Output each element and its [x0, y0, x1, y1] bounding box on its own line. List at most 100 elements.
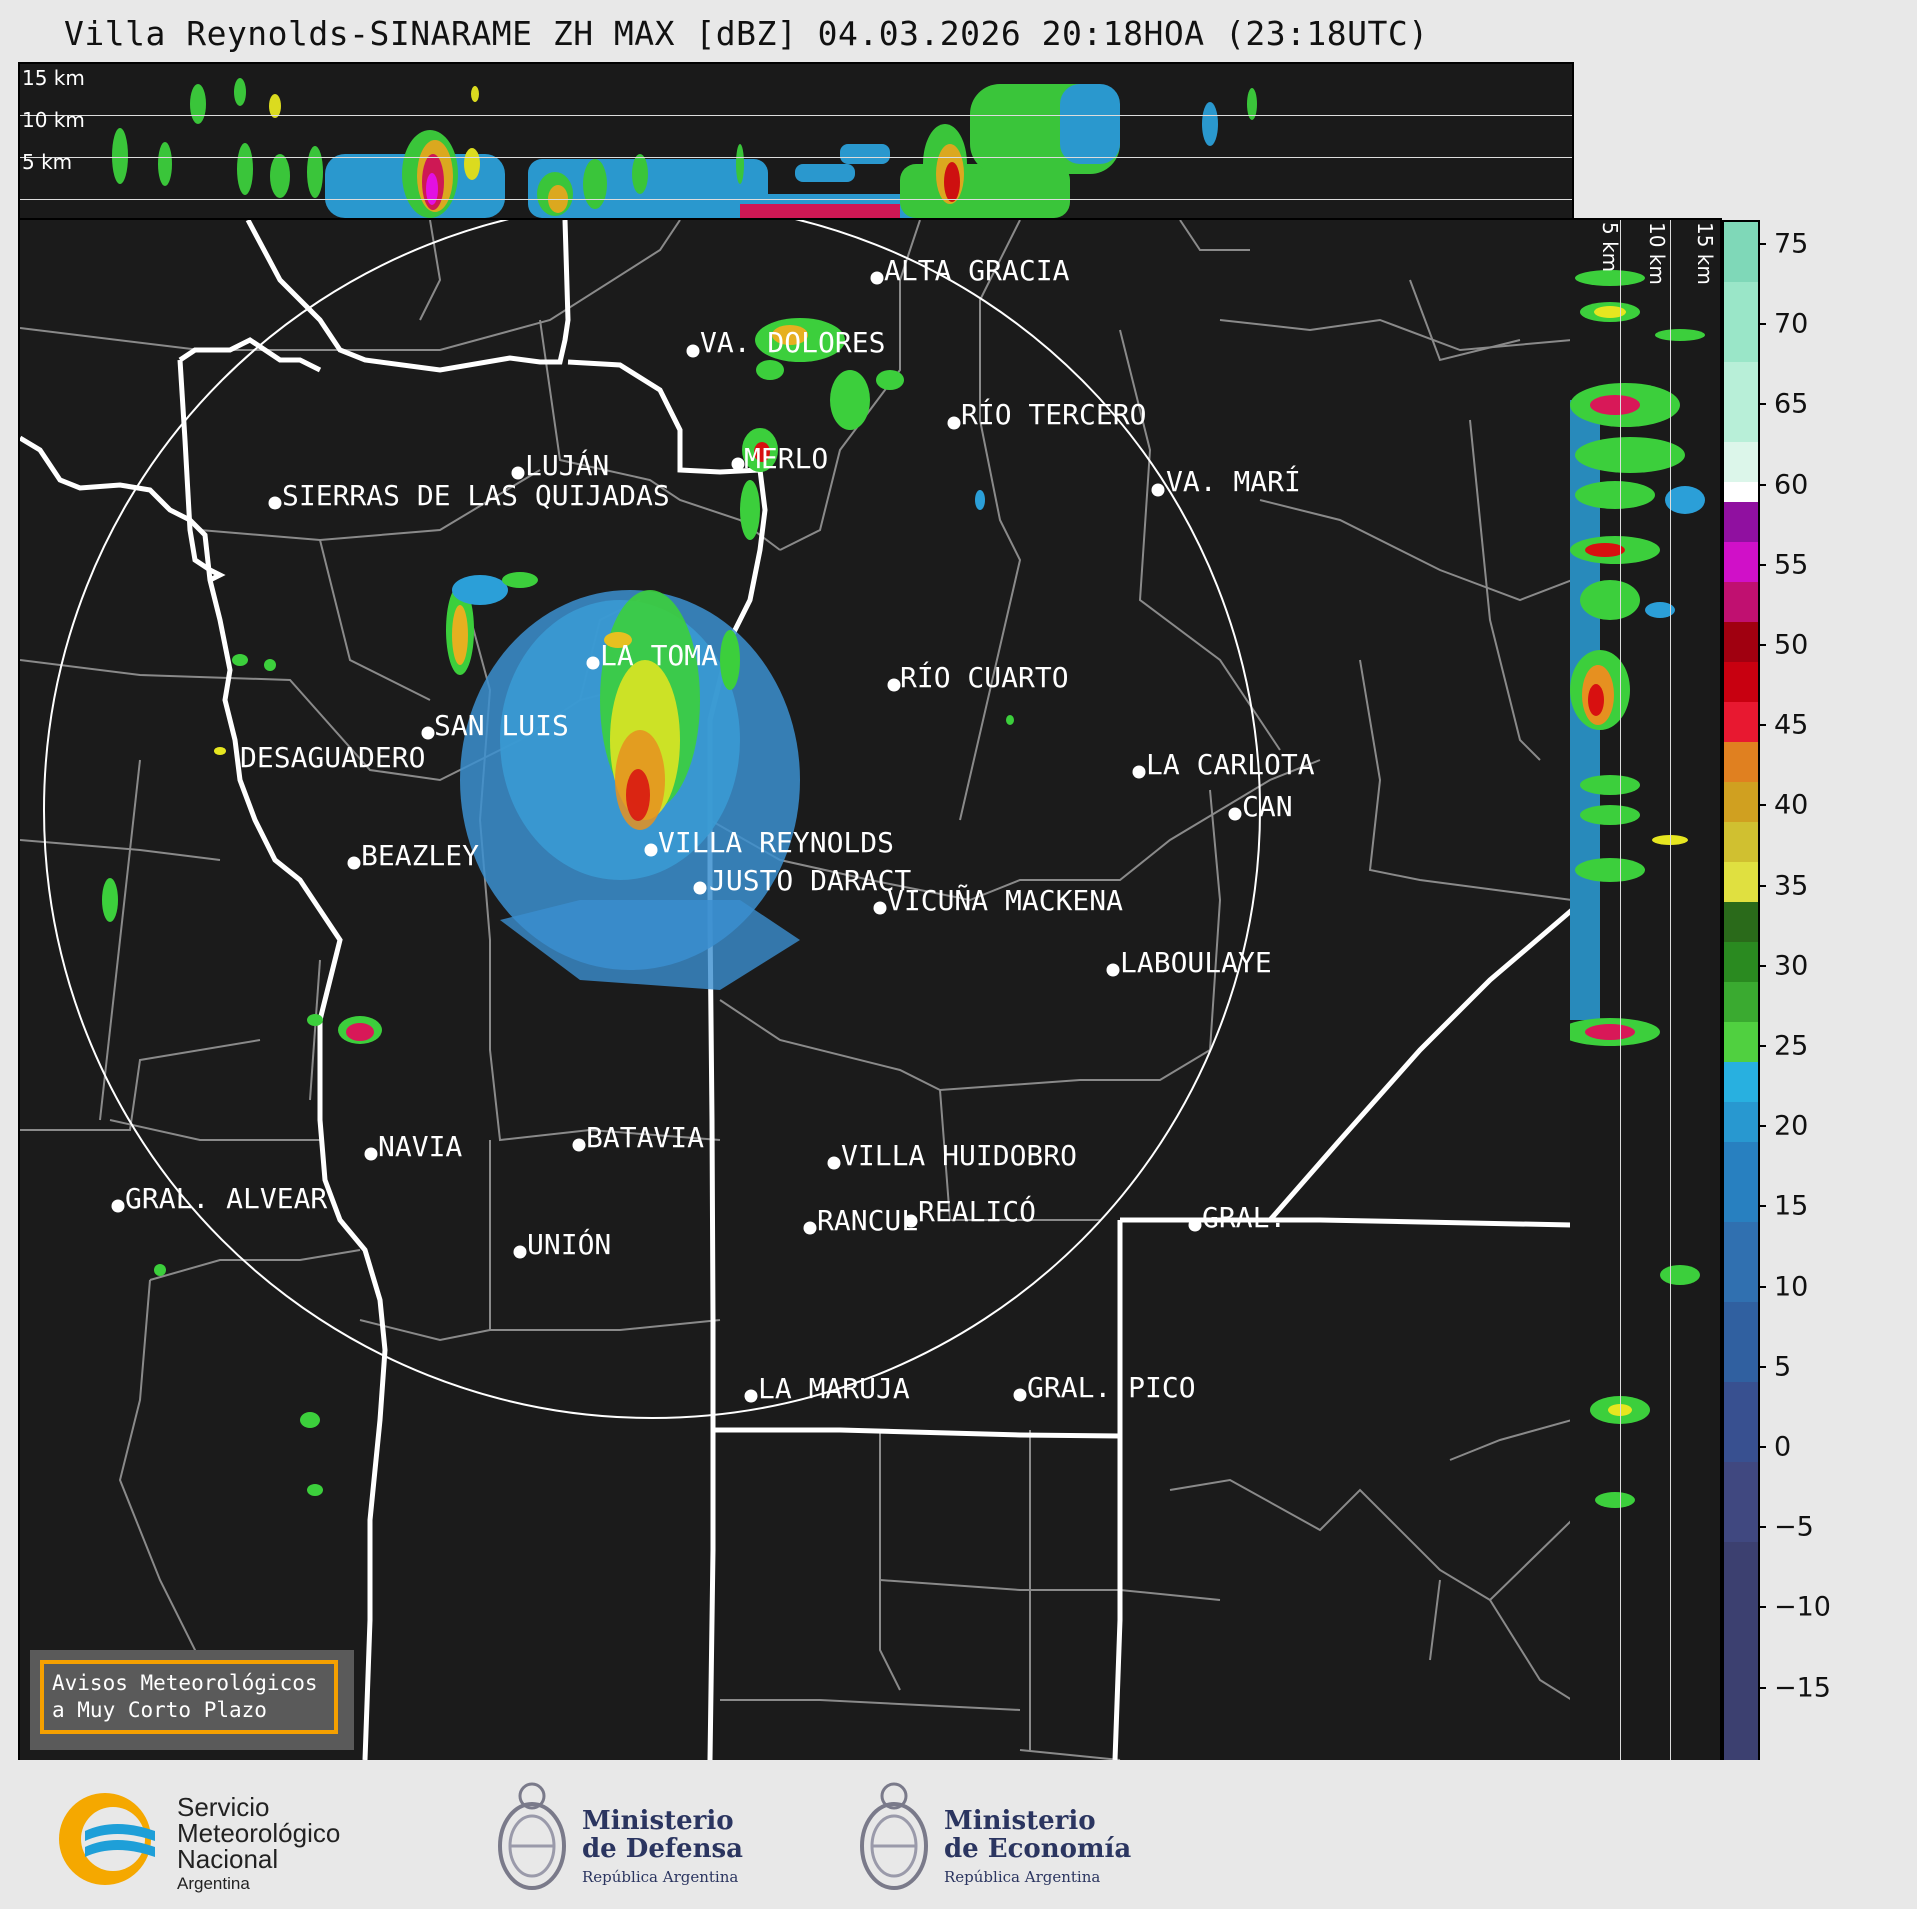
- city-label-la-maruja: LA MARUJA: [758, 1372, 910, 1405]
- city-label-villa-reynolds: VILLA REYNOLDS: [658, 826, 895, 859]
- city-dot-san-luis: [421, 726, 435, 740]
- colorbar-tick-mark: [1758, 1686, 1766, 1689]
- city-label-merlo: MERLO: [744, 442, 829, 475]
- city-dot-justo-daract: [693, 881, 707, 895]
- city-label-beazley: BEAZLEY: [361, 839, 480, 872]
- economia-line1: Ministerio: [944, 1806, 1096, 1836]
- city-label-desaguadero: DESAGUADERO: [240, 741, 426, 774]
- colorbar-tick-mark: [1758, 964, 1766, 967]
- colorbar-tick-label: 55: [1774, 549, 1809, 581]
- colorbar-tick-label: 75: [1774, 228, 1809, 260]
- city-label-justo-daract: JUSTO DARACT: [709, 864, 912, 897]
- height-vlabel-10: 10 km: [1645, 222, 1669, 285]
- city-dot-navia: [364, 1147, 378, 1161]
- city-dot-merlo: [731, 457, 745, 471]
- city-label-rancul: RANCUL: [817, 1204, 919, 1237]
- colorbar-tick-label: 30: [1774, 950, 1809, 982]
- range-ring: [43, 220, 1261, 1419]
- avisos-line1: Avisos Meteorológicos: [52, 1671, 318, 1695]
- city-label-san-luis: SAN LUIS: [434, 709, 569, 742]
- colorbar-tick-label: 60: [1774, 469, 1809, 501]
- smn-logo-icon: [59, 1793, 155, 1885]
- smn-logo: Servicio Meteorológico Nacional Argentin…: [55, 1786, 395, 1896]
- city-label-va-dolores: VA. DOLORES: [700, 326, 886, 359]
- city-label-la-toma: LA TOMA: [600, 639, 719, 672]
- avisos-box: Avisos Meteorológicos a Muy Corto Plazo: [40, 1660, 338, 1734]
- colorbar-tick-label: −10: [1774, 1591, 1831, 1623]
- city-dot-union: [513, 1245, 527, 1259]
- colorbar-tick-mark: [1758, 243, 1766, 245]
- height-line-15: [20, 115, 1572, 116]
- city-dot-va-dolores: [686, 344, 700, 358]
- defensa-logo: Ministerio de Defensa República Argentin…: [494, 1778, 754, 1898]
- city-label-vicuna-mackena: VICUÑA MACKENA: [887, 884, 1124, 917]
- right-height-profile: 5 km 10 km 15 km: [1570, 218, 1722, 1762]
- radar-map[interactable]: ALTA GRACIA VA. DOLORES RÍO TERCERO MERL…: [18, 218, 1574, 1762]
- colorbar-tick-mark: [1758, 1365, 1766, 1368]
- colorbar-tick-label: 70: [1774, 308, 1809, 340]
- city-label-villa-huidobro: VILLA HUIDOBRO: [841, 1139, 1078, 1172]
- city-dot-batavia: [572, 1138, 586, 1152]
- colorbar-tick-mark: [1758, 1606, 1766, 1609]
- colorbar-tick-mark: [1758, 323, 1766, 326]
- city-label-laboulaye: LABOULAYE: [1120, 946, 1272, 979]
- colorbar-tick-label: −15: [1774, 1672, 1831, 1704]
- city-label-navia: NAVIA: [378, 1130, 463, 1163]
- city-label-alta-gracia: ALTA GRACIA: [884, 254, 1070, 287]
- city-dot-va-mari: [1151, 483, 1165, 497]
- dbz-colorbar: [1722, 220, 1760, 1762]
- city-dot-gral-pico: [1013, 1388, 1027, 1402]
- colorbar-tick-label: 40: [1774, 789, 1809, 821]
- footer: Servicio Meteorológico Nacional Argentin…: [0, 1760, 1917, 1909]
- top-height-profile: 15 km 10 km 5 km: [18, 62, 1574, 220]
- colorbar-tick-label: 65: [1774, 388, 1809, 420]
- escudo-icon: [498, 1782, 566, 1890]
- city-dot-alta-gracia: [870, 271, 884, 285]
- colorbar-tick-label: 5: [1774, 1351, 1792, 1383]
- escudo-icon: [860, 1782, 928, 1890]
- colorbar-tick-label: 15: [1774, 1190, 1809, 1222]
- avisos-button[interactable]: Avisos Meteorológicos a Muy Corto Plazo: [30, 1650, 354, 1750]
- top-profile-echoes: [112, 78, 1257, 218]
- colorbar-tick-mark: [1758, 724, 1766, 727]
- colorbar-tick-label: 20: [1774, 1110, 1809, 1142]
- colorbar-tick-label: 45: [1774, 709, 1809, 741]
- height-line-10: [20, 157, 1572, 158]
- height-label-10: 10 km: [22, 108, 85, 132]
- city-label-batavia: BATAVIA: [586, 1121, 705, 1154]
- height-line-5: [20, 199, 1572, 200]
- city-label-la-carlota: LA CARLOTA: [1146, 748, 1315, 781]
- city-dot-rio-tercero: [947, 416, 961, 430]
- city-label-gral: GRAL.: [1202, 1201, 1287, 1234]
- colorbar-tick-mark: [1758, 644, 1766, 646]
- colorbar-tick-mark: [1758, 1045, 1766, 1047]
- radar-map-canvas: [20, 220, 1572, 1760]
- city-dot-la-maruja: [744, 1389, 758, 1403]
- city-dot-vicuna-mackena: [873, 901, 887, 915]
- city-dot-gral-alvear: [111, 1199, 125, 1213]
- colorbar-tick-label: 25: [1774, 1030, 1809, 1062]
- colorbar-tick-mark: [1758, 483, 1766, 486]
- city-dot-gral: [1188, 1218, 1202, 1232]
- colorbar-tick-label: 0: [1774, 1431, 1792, 1463]
- height-label-5: 5 km: [22, 150, 73, 174]
- smn-line4: Argentina: [177, 1874, 250, 1893]
- colorbar-tick-mark: [1758, 1526, 1766, 1529]
- height-vline-10: [1670, 220, 1671, 1760]
- radar-echoes: [102, 318, 1014, 1496]
- smn-line2: Meteorológico: [177, 1818, 341, 1848]
- colorbar-tick-label: 10: [1774, 1271, 1809, 1303]
- city-dot-realico: [904, 1214, 918, 1228]
- city-label-realico: REALICÓ: [918, 1195, 1037, 1228]
- colorbar-tick-mark: [1758, 1285, 1766, 1288]
- colorbar-gradient: [1724, 222, 1758, 1760]
- colorbar-tick-mark: [1758, 1446, 1766, 1448]
- economia-line2: de Economía: [944, 1834, 1132, 1864]
- city-label-rio-cuarto: RÍO CUARTO: [900, 661, 1069, 694]
- colorbar-tick-mark: [1758, 884, 1766, 887]
- city-label-rio-tercero: RÍO TERCERO: [961, 398, 1147, 431]
- city-label-sierras: SIERRAS DE LAS QUIJADAS: [282, 479, 670, 512]
- city-label-gral-pico: GRAL. PICO: [1027, 1371, 1196, 1404]
- colorbar-tick-mark: [1758, 563, 1766, 566]
- height-vlabel-15: 15 km: [1693, 222, 1717, 285]
